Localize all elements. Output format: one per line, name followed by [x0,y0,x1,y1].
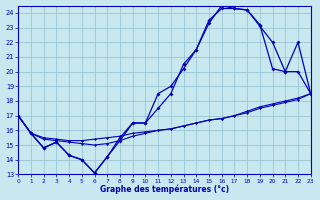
X-axis label: Graphe des températures (°c): Graphe des températures (°c) [100,185,229,194]
